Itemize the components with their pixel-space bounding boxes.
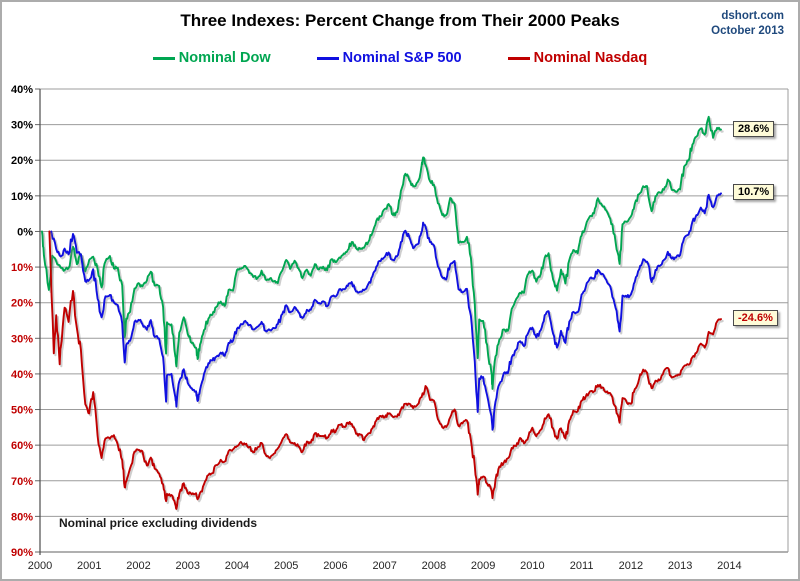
sp500-line-swatch-icon <box>316 56 339 60</box>
series-line-nominal-s-p-500 <box>50 192 722 431</box>
x-axis-label-2014: 2014 <box>717 560 741 572</box>
x-axis-label-2005: 2005 <box>274 560 298 572</box>
y-axis-label--60: 60% <box>11 440 33 452</box>
x-axis-label-2002: 2002 <box>126 560 150 572</box>
y-axis-label-10: 10% <box>11 191 33 203</box>
source-site: dshort.com <box>721 10 784 22</box>
legend-label-dow: Nominal Dow <box>178 50 271 66</box>
x-axis-label-2003: 2003 <box>175 560 199 572</box>
nasdaq-line-swatch-icon <box>507 56 530 60</box>
source-credit: dshort.com October 2013 <box>711 9 784 39</box>
x-axis-label-2011: 2011 <box>570 560 594 572</box>
x-axis-label-2006: 2006 <box>323 560 347 572</box>
series-line-nominal-nasdaq <box>48 230 722 510</box>
legend-item-dow: Nominal Dow <box>152 50 271 66</box>
x-axis-label-2004: 2004 <box>225 560 249 572</box>
x-axis-label-2013: 2013 <box>668 560 692 572</box>
y-axis-label-0: 0% <box>17 226 33 238</box>
x-axis-label-2000: 2000 <box>28 560 52 572</box>
chart-title: Three Indexes: Percent Change from Their… <box>180 11 620 30</box>
callout-dow: 28.6% <box>733 120 775 137</box>
legend: Nominal Dow Nominal S&P 500 Nominal Nasd… <box>2 50 798 66</box>
legend-label-nasdaq: Nominal Nasdaq <box>533 50 648 66</box>
footnote: Nominal price excluding dividends <box>59 516 258 530</box>
y-axis-label--70: 70% <box>11 476 33 488</box>
y-axis-label--90: 90% <box>11 547 33 559</box>
x-axis-label-2007: 2007 <box>372 560 396 572</box>
y-axis-label--10: 10% <box>11 262 33 274</box>
x-axis-label-2001: 2001 <box>77 560 101 572</box>
x-axis-label-2008: 2008 <box>422 560 446 572</box>
y-axis-label--40: 40% <box>11 369 33 381</box>
legend-item-sp500: Nominal S&P 500 <box>316 50 462 66</box>
y-axis-label--50: 50% <box>11 405 33 417</box>
x-axis-label-2012: 2012 <box>619 560 643 572</box>
y-axis-label--80: 80% <box>11 511 33 523</box>
callout-nasdaq: -24.6% <box>733 310 778 327</box>
y-axis-label--30: 30% <box>11 333 33 345</box>
y-axis-label-20: 20% <box>11 155 33 167</box>
callout-sp500: 10.7% <box>733 184 775 201</box>
legend-item-nasdaq: Nominal Nasdaq <box>507 50 648 66</box>
legend-label-sp500: Nominal S&P 500 <box>342 50 462 66</box>
y-axis-label-40: 40% <box>11 84 33 96</box>
source-date: October 2013 <box>711 25 784 37</box>
dow-line-swatch-icon <box>152 56 175 60</box>
y-axis-label--20: 20% <box>11 298 33 310</box>
series-line-nominal-dow <box>41 115 722 390</box>
x-axis-label-2010: 2010 <box>520 560 544 572</box>
y-axis-label-30: 30% <box>11 120 33 132</box>
x-axis-label-2009: 2009 <box>471 560 495 572</box>
